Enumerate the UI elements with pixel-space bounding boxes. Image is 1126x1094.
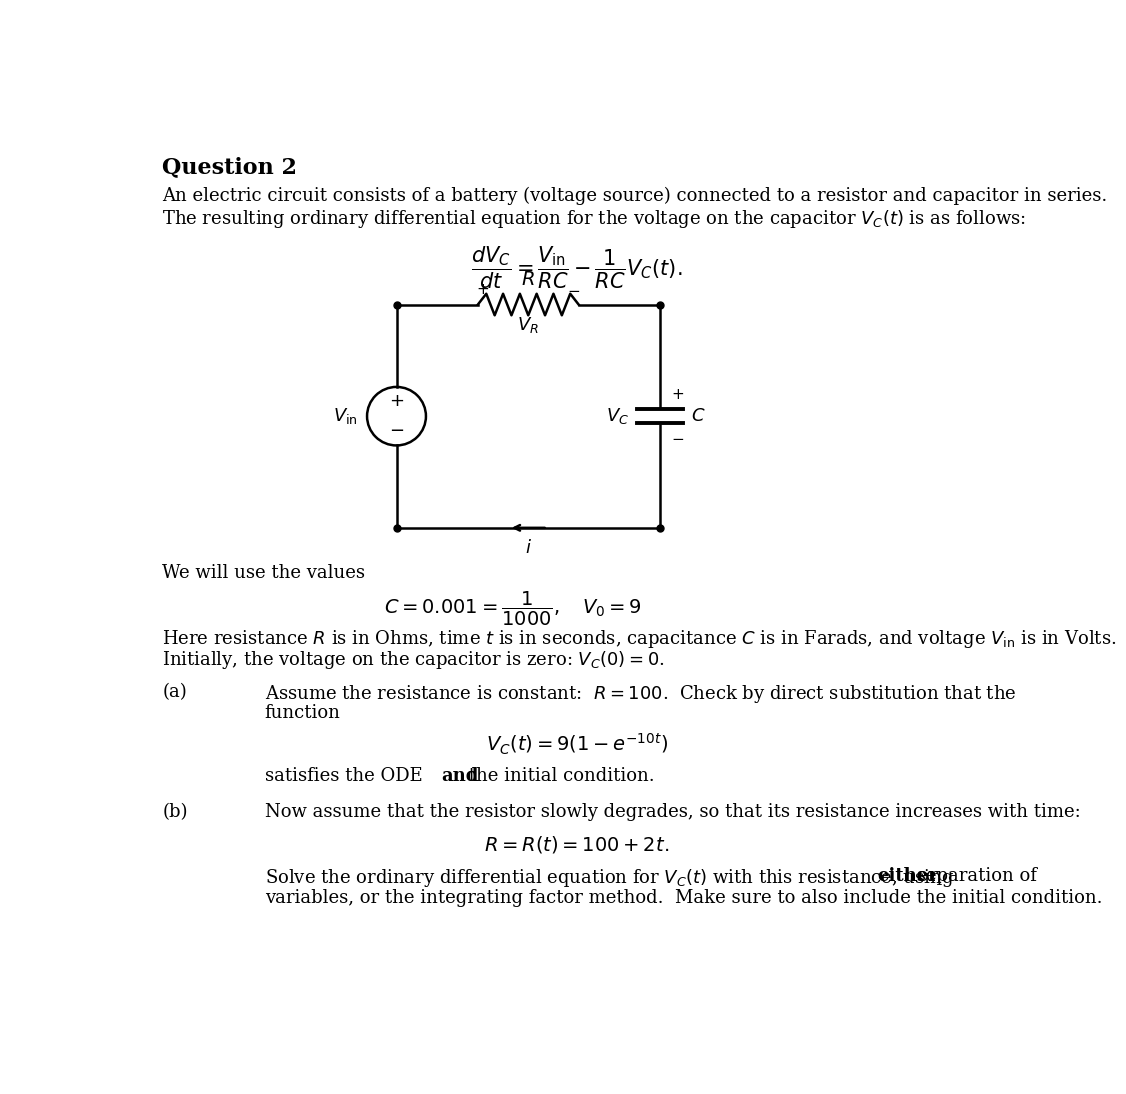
- Text: $C = 0.001 = \dfrac{1}{1000},\quad V_0 = 9$: $C = 0.001 = \dfrac{1}{1000},\quad V_0 =…: [384, 590, 642, 628]
- Text: Initially, the voltage on the capacitor is zero: $V_C(0) = 0$.: Initially, the voltage on the capacitor …: [162, 649, 665, 671]
- Text: $-$: $-$: [388, 420, 404, 438]
- Text: $V_C(t) = 9(1 - e^{-10t})$: $V_C(t) = 9(1 - e^{-10t})$: [486, 732, 668, 757]
- Text: $R$: $R$: [521, 271, 535, 289]
- Text: satisfies the ODE: satisfies the ODE: [265, 767, 428, 785]
- Text: (a): (a): [162, 683, 187, 700]
- Text: Solve the ordinary differential equation for $V_C(t)$ with this resistance, usin: Solve the ordinary differential equation…: [265, 868, 955, 889]
- Text: either: either: [877, 868, 938, 885]
- Text: $+$: $+$: [476, 283, 490, 296]
- Text: $-$: $-$: [671, 431, 683, 445]
- Text: $V_{\mathrm{in}}$: $V_{\mathrm{in}}$: [333, 406, 358, 427]
- Text: $+$: $+$: [671, 387, 683, 401]
- Text: function: function: [265, 705, 341, 722]
- Text: $V_C$: $V_C$: [606, 406, 629, 427]
- Text: Question 2: Question 2: [162, 156, 297, 178]
- Text: $R = R(t) = 100 + 2t.$: $R = R(t) = 100 + 2t.$: [484, 834, 670, 854]
- Text: variables, or the integrating factor method.  Make sure to also include the init: variables, or the integrating factor met…: [265, 889, 1102, 907]
- Text: $i$: $i$: [525, 538, 531, 557]
- Text: $+$: $+$: [388, 392, 404, 410]
- Text: $\dfrac{dV_C}{dt} = \dfrac{V_{\mathrm{in}}}{RC} - \dfrac{1}{RC}V_C(t).$: $\dfrac{dV_C}{dt} = \dfrac{V_{\mathrm{in…: [472, 245, 682, 291]
- Text: the initial condition.: the initial condition.: [463, 767, 655, 785]
- Text: and: and: [441, 767, 479, 785]
- Text: Now assume that the resistor slowly degrades, so that its resistance increases w: Now assume that the resistor slowly degr…: [265, 803, 1081, 820]
- Text: We will use the values: We will use the values: [162, 565, 366, 582]
- Text: Assume the resistance is constant:  $R = 100$.  Check by direct substitution tha: Assume the resistance is constant: $R = …: [265, 683, 1017, 705]
- Text: An electric circuit consists of a battery (voltage source) connected to a resist: An electric circuit consists of a batter…: [162, 187, 1108, 205]
- Text: $V_R$: $V_R$: [517, 315, 539, 335]
- Text: separation of: separation of: [911, 868, 1037, 885]
- Text: Here resistance $R$ is in Ohms, time $t$ is in seconds, capacitance $C$ is in Fa: Here resistance $R$ is in Ohms, time $t$…: [162, 628, 1117, 650]
- Text: The resulting ordinary differential equation for the voltage on the capacitor $V: The resulting ordinary differential equa…: [162, 208, 1027, 230]
- Text: $C$: $C$: [691, 407, 706, 426]
- Text: $-$: $-$: [568, 283, 580, 296]
- Text: (b): (b): [162, 803, 188, 820]
